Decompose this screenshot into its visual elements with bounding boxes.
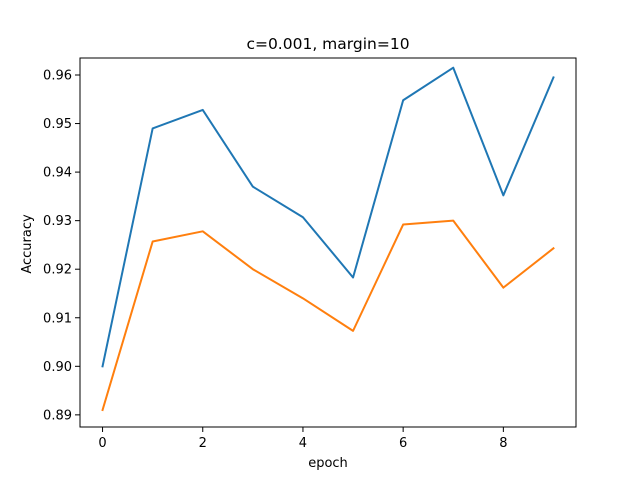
series-line-2 [101,219,555,412]
plot-frame [79,57,577,428]
x-tick-label: 2 [199,436,207,451]
x-tick-label: 8 [499,436,507,451]
y-tick-label: 0.92 [43,263,72,278]
y-tick-label: 0.93 [43,214,72,229]
y-tick-label: 0.96 [43,68,72,83]
x-tick-label: 4 [299,436,307,451]
series-line-1 [101,66,555,368]
plot-area [101,66,555,412]
y-tick-label: 0.91 [43,311,72,326]
x-tick-label: 0 [98,436,106,451]
axes: 0 2 4 6 8 0.89 0.90 0.91 0.92 0.93 0.94 0.95 0.96 [43,57,577,451]
y-tick-label: 0.94 [43,166,72,181]
y-tick-label: 0.95 [43,117,72,132]
chart-title: c=0.001, margin=10 [246,35,409,53]
x-axis-label: epoch [308,456,348,471]
x-tick-label: 6 [399,436,407,451]
y-tick-label: 0.90 [43,360,72,375]
y-tick-label: 0.89 [43,408,72,423]
y-axis-label: Accuracy [20,214,35,274]
